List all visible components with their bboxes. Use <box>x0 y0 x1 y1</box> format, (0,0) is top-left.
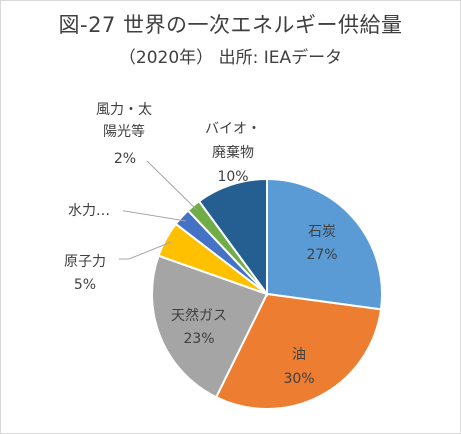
slice-label-renewables-value: 2% <box>114 151 136 167</box>
pie-slice-natural-gas <box>151 254 269 399</box>
pie-slice-bio-waste <box>197 177 268 298</box>
slice-label-oil-value: 30% <box>283 371 314 387</box>
slice-label-oil-name: 油 <box>292 347 306 363</box>
slice-label-coal-value: 27% <box>306 247 337 263</box>
slice-label-coal-name: 石炭 <box>308 224 336 240</box>
slice-label-renewables-name-2: 陽光等 <box>103 123 145 140</box>
slice-label-bio-value: 10% <box>217 169 248 185</box>
slice-label-nuclear-name: 原子力 <box>64 254 106 270</box>
leader-line-nuclear <box>119 241 172 260</box>
slice-label-bio-name-1: バイオ・ <box>205 121 261 137</box>
chart-subtitle: （2020年） 出所: IEAデータ <box>118 48 343 68</box>
pie-slice-oil <box>214 292 383 410</box>
slice-label-renewables-name-1: 風力・太 <box>96 102 152 118</box>
leader-line-hydro <box>123 210 187 222</box>
pie-slice-coal <box>266 177 383 311</box>
chart-title: 図-27 世界の一次エネルギー供給量 <box>58 13 403 37</box>
slice-label-bio-name-2: 廃棄物 <box>212 144 254 161</box>
slice-label-gas-name: 天然ガス <box>171 307 227 324</box>
slice-label-hydro-name: 水力… <box>68 203 110 219</box>
slice-label-gas-value: 23% <box>183 331 214 347</box>
leader-line-wind-solar <box>146 160 198 211</box>
slice-label-nuclear-value: 5% <box>74 277 96 293</box>
